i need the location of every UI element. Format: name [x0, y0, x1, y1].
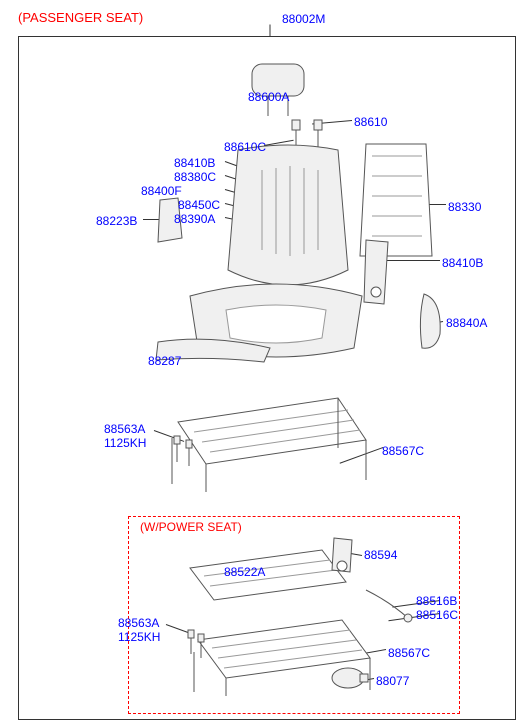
recliner-motor-illustration: [326, 532, 360, 582]
diagram-title: (PASSENGER SEAT): [18, 10, 143, 25]
slide-motor-illustration: [328, 664, 370, 694]
code-88410b-right: 88410B: [442, 256, 483, 270]
code-88390a: 88390A: [174, 212, 215, 226]
main-callout-code: 88002M: [282, 12, 325, 26]
track-bolts-illustration: [170, 434, 198, 470]
code-88610c: 88610C: [224, 140, 266, 154]
code-88563a: 88563A: [104, 422, 145, 436]
code-88610: 88610: [354, 115, 387, 129]
code-88522a: 88522A: [224, 565, 265, 579]
code-88077: 88077: [376, 674, 409, 688]
code-88840a: 88840A: [446, 316, 487, 330]
code-88380c: 88380C: [174, 170, 216, 184]
code-88567c: 88567C: [382, 444, 424, 458]
code-88567c-b: 88567C: [388, 646, 430, 660]
code-88287: 88287: [148, 354, 181, 368]
code-88400f: 88400F: [141, 184, 182, 198]
code-1125kh: 1125KH: [104, 436, 146, 450]
harness-illustration: [360, 582, 416, 628]
code-88594: 88594: [364, 548, 397, 562]
code-88410b: 88410B: [174, 156, 215, 170]
leader-title: [270, 25, 271, 37]
code-88516c: 88516C: [416, 608, 458, 622]
armrest-illustration: [414, 288, 450, 358]
code-88450c: 88450C: [178, 198, 220, 212]
code-88330: 88330: [448, 200, 481, 214]
code-88516b: 88516B: [416, 594, 457, 608]
code-1125kh-b: 1125KH: [118, 630, 160, 644]
power-bolts-illustration: [184, 628, 210, 662]
code-88600a: 88600A: [248, 90, 289, 104]
power-seat-section-title: (W/POWER SEAT): [140, 520, 242, 534]
code-88223b: 88223B: [96, 214, 137, 228]
code-88563a-b: 88563A: [118, 616, 159, 630]
